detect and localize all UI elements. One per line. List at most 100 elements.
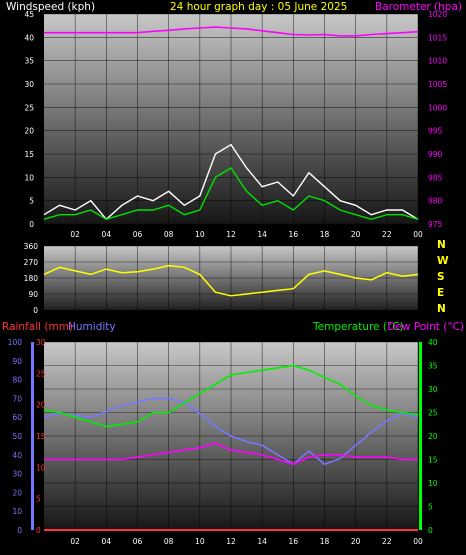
windspeed-tick-label: 20 — [24, 127, 34, 136]
hour-tick-label: 02 — [70, 230, 80, 239]
windspeed-tick-label: 35 — [24, 57, 34, 66]
barometer-tick-label: 1020 — [428, 10, 447, 19]
humidity-tick-label: 100 — [8, 338, 23, 347]
wind-average-series-line — [43, 167, 419, 221]
barometer-series-line — [44, 26, 419, 37]
hour-tick-label: 22 — [382, 230, 392, 239]
wind-direction-gridlines — [44, 245, 419, 311]
humidity-tick-label: 60 — [12, 413, 22, 422]
temperature-tick-label: 40 — [428, 338, 438, 347]
hour-tick-label: 20 — [351, 230, 361, 239]
bottom-hour-tick-label: 08 — [164, 537, 174, 546]
hour-tick-label: 04 — [102, 230, 112, 239]
wind-direction-tick-labels: 0 90 180 270 360 — [24, 242, 39, 315]
humidity-tick-label: 10 — [12, 507, 22, 516]
rainfall-tick-label: 5 — [36, 495, 41, 504]
temperature-tick-label: 25 — [428, 409, 438, 418]
temperature-axis-label: Temperature (°C) — [312, 321, 404, 333]
compass-letters: N W S E N — [437, 239, 449, 315]
dew-point-series-line — [44, 442, 418, 466]
humidity-series-line — [43, 397, 419, 466]
barometer-tick-label: 985 — [428, 173, 443, 182]
compass-letter-n-bottom: N — [437, 303, 446, 315]
bottom-hour-tick-label: 10 — [195, 537, 205, 546]
bottom-hour-tick-label: 20 — [351, 537, 361, 546]
windspeed-tick-label: 45 — [24, 10, 34, 19]
temperature-tick-label: 15 — [428, 456, 438, 465]
rainfall-tick-label: 10 — [36, 463, 46, 472]
barometer-tick-label: 1010 — [428, 57, 447, 66]
rainfall-tick-label: 25 — [36, 369, 46, 378]
direction-tick-label: 360 — [24, 242, 39, 251]
temp-humidity-gridlines — [44, 341, 419, 531]
temperature-series-line — [43, 364, 419, 428]
bottom-hour-tick-label: 00 — [413, 537, 423, 546]
direction-tick-label: 0 — [33, 306, 38, 315]
barometer-tick-label: 1015 — [428, 33, 447, 42]
dew-point-axis-label: Dew Point (°C) — [387, 321, 464, 333]
windspeed-tick-label: 0 — [29, 220, 34, 229]
barometer-tick-label: 1005 — [428, 80, 447, 89]
bottom-hour-tick-label: 12 — [226, 537, 236, 546]
rainfall-tick-label: 30 — [36, 338, 46, 347]
humidity-axis-bar — [31, 342, 34, 530]
humidity-axis-label: Humidity — [68, 321, 116, 333]
hour-tick-label: 08 — [164, 230, 174, 239]
rainfall-axis-label: Rainfall (mm) — [2, 321, 73, 333]
hour-tick-label: 10 — [195, 230, 205, 239]
bottom-hour-tick-label: 02 — [70, 537, 80, 546]
bottom-hour-tick-label: 14 — [257, 537, 267, 546]
bottom-hour-tick-label: 06 — [133, 537, 143, 546]
barometer-axis-label: Barometer (hpa) — [375, 1, 462, 13]
hour-tick-label: 00 — [413, 230, 423, 239]
humidity-tick-label: 20 — [12, 488, 22, 497]
windspeed-tick-label: 40 — [24, 33, 34, 42]
windspeed-tick-label: 30 — [24, 80, 34, 89]
barometer-tick-label: 975 — [428, 220, 443, 229]
hour-tick-label: 18 — [320, 230, 330, 239]
hour-tick-label: 14 — [257, 230, 267, 239]
humidity-tick-label: 40 — [12, 451, 22, 460]
compass-letter-s: S — [437, 271, 445, 283]
direction-tick-label: 90 — [28, 290, 38, 299]
temperature-tick-label: 30 — [428, 385, 438, 394]
rainfall-tick-label: 20 — [36, 401, 46, 410]
humidity-tick-label: 70 — [12, 394, 22, 403]
direction-tick-label: 180 — [24, 274, 39, 283]
barometer-tick-label: 980 — [428, 197, 443, 206]
wind-direction-series-line — [43, 264, 419, 297]
windspeed-tick-label: 25 — [24, 103, 34, 112]
chart-title: 24 hour graph day : 05 June 2025 — [170, 1, 347, 13]
humidity-tick-label: 80 — [12, 376, 22, 385]
temperature-tick-label: 5 — [428, 503, 433, 512]
barometer-tick-label: 990 — [428, 150, 443, 159]
bottom-hour-tick-label: 16 — [289, 537, 299, 546]
wind-baro-gridlines — [44, 13, 419, 225]
compass-letter-n-top: N — [437, 239, 446, 251]
hour-tick-label: 12 — [226, 230, 236, 239]
temperature-tick-label: 10 — [428, 479, 438, 488]
temperature-tick-label: 35 — [428, 362, 438, 371]
temperature-tick-label: 20 — [428, 432, 438, 441]
humidity-tick-label: 50 — [12, 432, 22, 441]
rainfall-tick-label: 0 — [36, 526, 41, 535]
windspeed-tick-label: 15 — [24, 150, 34, 159]
windspeed-axis-label: Windspeed (kph) — [6, 1, 95, 13]
bottom-hour-tick-label: 18 — [320, 537, 330, 546]
hour-tick-label: 16 — [289, 230, 299, 239]
wind-direction-series — [43, 264, 419, 297]
direction-tick-label: 270 — [24, 258, 39, 267]
rainfall-tick-label: 15 — [36, 432, 46, 441]
windspeed-tick-label: 5 — [29, 197, 34, 206]
humidity-tick-label: 30 — [12, 470, 22, 479]
temp-humidity-tick-labels: 0 5 10 15 20 25 30 35 40 0 10 20 30 40 50 60 70 80 90 10 00 5… — [8, 338, 438, 546]
windspeed-tick-label: 10 — [24, 173, 34, 182]
compass-letter-w: W — [437, 255, 449, 267]
temp-humidity-series — [43, 364, 419, 531]
wind-baro-series — [43, 26, 419, 221]
bottom-hour-tick-label: 22 — [382, 537, 392, 546]
humidity-tick-label: 90 — [12, 357, 22, 366]
compass-letter-e: E — [437, 287, 444, 299]
humidity-tick-label: 0 — [17, 526, 22, 535]
